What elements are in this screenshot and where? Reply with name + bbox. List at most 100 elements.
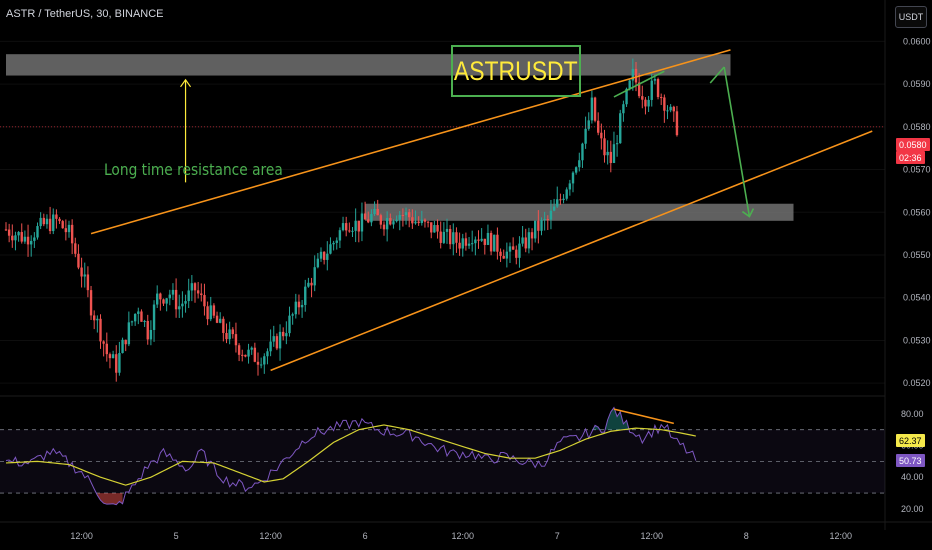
time-tick-label: 12:00 xyxy=(451,531,474,541)
candle-body xyxy=(672,106,675,112)
candle-body xyxy=(590,97,594,121)
rsi-tick-label: 80.00 xyxy=(901,409,924,419)
candle-body xyxy=(23,236,27,242)
candle-body xyxy=(127,322,131,345)
candle-body xyxy=(266,351,269,357)
price-axis[interactable]: 0.0600 0.0590 0.0580 0.0570 0.0560 0.0550 0.05… xyxy=(884,0,931,530)
candle-body xyxy=(181,303,184,307)
last-price-tag[interactable]: 0.0580 xyxy=(896,138,930,151)
candle-body xyxy=(209,305,212,320)
candle-body xyxy=(401,215,405,217)
candle-body xyxy=(275,336,279,349)
time-tick-label: 5 xyxy=(174,531,179,541)
candle-body xyxy=(458,242,461,249)
candle-body xyxy=(508,246,512,252)
symbol-label: ASTRUSDT xyxy=(454,55,578,86)
time-tick-label: 8 xyxy=(744,531,749,541)
candle-body xyxy=(219,318,222,323)
candle-body xyxy=(496,234,499,252)
candle-body xyxy=(4,229,8,231)
candle-body xyxy=(615,143,619,145)
time-axis[interactable]: 12:00 5 12:00 6 12:00 7 12:00 8 12:00 xyxy=(0,521,932,541)
candle-body xyxy=(74,243,77,254)
candle-body xyxy=(231,329,234,335)
candle-body xyxy=(234,334,238,346)
candle-body xyxy=(17,232,20,236)
candle-body xyxy=(666,110,669,112)
candle-body xyxy=(77,253,80,268)
candle-body xyxy=(48,218,52,232)
channel-line xyxy=(270,130,873,372)
candle-body xyxy=(156,293,159,305)
candle-body xyxy=(423,219,427,222)
candle-body xyxy=(663,97,666,111)
candle-body xyxy=(675,111,679,136)
up-arrowhead xyxy=(180,78,192,88)
candle-body xyxy=(499,251,502,256)
candle-body xyxy=(389,218,392,225)
candle-body xyxy=(39,217,42,227)
candle-body xyxy=(445,228,449,232)
time-tick-label: 12:00 xyxy=(829,531,852,541)
rsi-ma-value-tag: 62.37 xyxy=(896,434,925,447)
candle-body xyxy=(80,267,83,277)
candle-body xyxy=(133,313,137,322)
chart-title: ASTR / TetherUS, 30, BINANCE xyxy=(6,8,164,20)
candle-body xyxy=(215,315,219,323)
candle-body xyxy=(398,215,401,220)
candle-body xyxy=(105,343,108,355)
candle-body xyxy=(143,320,146,322)
candle-body xyxy=(278,331,282,349)
candle-body xyxy=(593,97,597,121)
candle-body xyxy=(537,220,540,231)
candle-body xyxy=(288,315,291,334)
candle-body xyxy=(581,143,584,161)
candle-body xyxy=(149,329,153,340)
candle-body xyxy=(511,246,515,250)
candle-body xyxy=(58,218,61,222)
candle-body xyxy=(430,222,433,233)
currency-button[interactable]: USDT xyxy=(895,6,927,28)
resistance-zone xyxy=(6,54,731,76)
candle-body xyxy=(379,215,383,225)
candle-body xyxy=(420,219,423,224)
candle-body xyxy=(102,341,105,344)
candle-body xyxy=(628,80,631,89)
projection-arrowhead xyxy=(741,208,755,218)
candle-body xyxy=(385,218,389,230)
candle-body xyxy=(345,223,348,231)
candle-body xyxy=(656,79,660,98)
candle-body xyxy=(653,79,657,81)
countdown-tag: 02:36 xyxy=(896,151,925,164)
candle-body xyxy=(660,97,663,99)
candle-body xyxy=(55,214,58,219)
candle-body xyxy=(111,354,115,359)
candle-body xyxy=(335,240,338,243)
candle-body xyxy=(644,99,647,107)
candle-body xyxy=(480,238,483,241)
candle-body xyxy=(174,289,178,310)
candle-body xyxy=(294,301,297,315)
candle-body xyxy=(417,221,420,224)
candle-body xyxy=(130,321,134,323)
price-tick-label: 0.0550 xyxy=(903,250,931,260)
candle-body xyxy=(404,212,408,216)
candle-body xyxy=(108,354,112,359)
candle-body xyxy=(483,238,486,245)
candle-body xyxy=(36,226,39,238)
candle-body xyxy=(641,96,644,100)
candle-body xyxy=(222,318,225,333)
candle-body xyxy=(300,304,304,308)
candle-body xyxy=(452,232,455,245)
candle-body xyxy=(408,212,411,218)
resistance-zones xyxy=(6,54,794,221)
candle-body xyxy=(518,243,521,258)
candle-body xyxy=(263,356,266,365)
candle-body xyxy=(146,320,149,340)
candle-body xyxy=(7,229,11,236)
candle-body xyxy=(11,235,14,241)
time-tick-label: 12:00 xyxy=(70,531,93,541)
candle-body xyxy=(200,293,203,296)
candle-body xyxy=(162,299,165,304)
candle-body xyxy=(121,339,124,354)
